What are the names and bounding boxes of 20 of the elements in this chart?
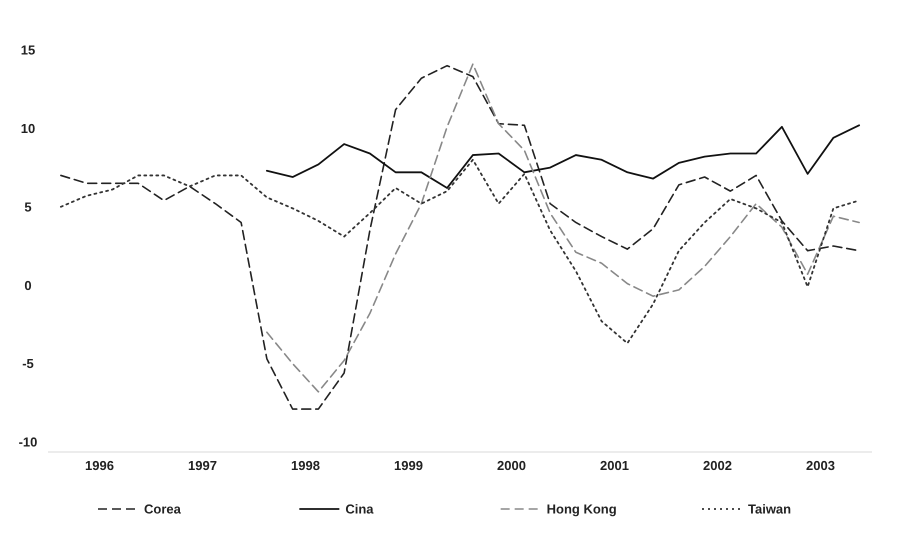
line-series <box>266 124 860 189</box>
line-series <box>266 63 860 393</box>
y-tick-label: 10 <box>20 120 36 136</box>
y-tick-label: -5 <box>22 356 34 372</box>
x-tick-label: 2003 <box>806 458 835 473</box>
x-tick-label: 1996 <box>85 458 114 473</box>
legend-label: Cina <box>345 502 374 517</box>
x-tick-label: 2000 <box>497 458 526 473</box>
x-tick-label: 1999 <box>394 458 423 473</box>
x-tick-label: 2001 <box>600 458 629 473</box>
x-tick-label: 1997 <box>188 458 217 473</box>
x-tick-label: 2002 <box>703 458 732 473</box>
y-tick-label: 0 <box>24 278 32 293</box>
y-tick-label: 5 <box>24 199 32 214</box>
legend-label: Taiwan <box>748 502 792 517</box>
y-tick-label: 15 <box>20 42 36 58</box>
x-tick-label: 1998 <box>291 458 320 473</box>
legend-label: Hong Kong <box>546 502 617 517</box>
y-tick-label: -10 <box>18 434 38 450</box>
legend-label: Corea <box>144 502 182 517</box>
